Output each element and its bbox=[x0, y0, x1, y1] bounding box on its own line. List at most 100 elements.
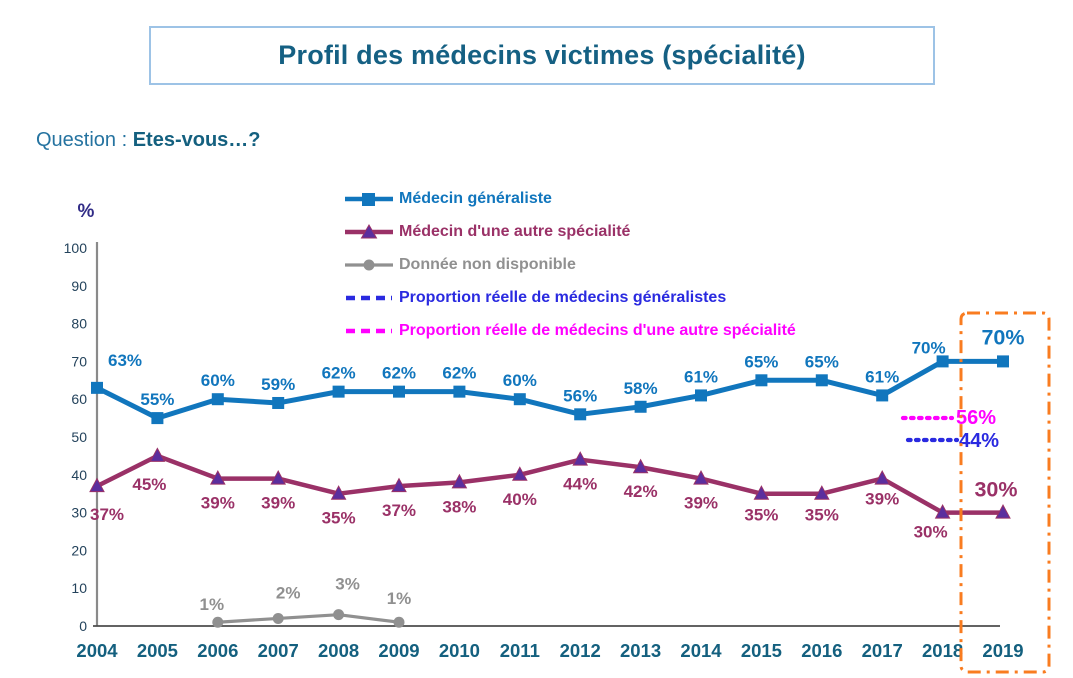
square-marker bbox=[393, 385, 405, 398]
x-tick-label: 2011 bbox=[500, 640, 540, 661]
data-label: 58% bbox=[624, 379, 658, 398]
title-box: Profil des médecins victimes (spécialité… bbox=[149, 26, 935, 85]
legend-item-label: Proportion réelle de médecins généralist… bbox=[399, 288, 727, 306]
square-marker bbox=[574, 408, 587, 421]
legend-sample-shape bbox=[363, 259, 375, 270]
square-marker bbox=[91, 381, 103, 394]
triangle-marker bbox=[995, 504, 1011, 519]
x-tick-label: 2014 bbox=[680, 640, 722, 661]
y-tick-label: 30 bbox=[71, 505, 87, 521]
legend-sample-shape bbox=[362, 192, 375, 206]
x-tick-label: 2004 bbox=[76, 640, 118, 661]
data-label: 1% bbox=[200, 595, 225, 614]
triangle-marker bbox=[391, 477, 407, 493]
triangle-marker bbox=[572, 451, 589, 466]
data-label: 40% bbox=[503, 490, 537, 509]
circle-marker bbox=[212, 616, 224, 628]
square-marker bbox=[876, 389, 889, 402]
legend-item: Proportion réelle de médecins d'une autr… bbox=[345, 314, 796, 347]
data-label: 44% bbox=[563, 475, 597, 494]
data-label: 35% bbox=[322, 509, 356, 528]
highlight-box-2019 bbox=[959, 311, 1051, 674]
triangle-marker bbox=[693, 470, 709, 485]
question-line: Question : Etes-vous…? bbox=[36, 129, 261, 152]
legend-item-label: Proportion réelle de médecins d'une autr… bbox=[399, 321, 796, 339]
data-label: 56% bbox=[563, 386, 597, 405]
legend-item: Donnée non disponible bbox=[345, 248, 796, 281]
data-label: 45% bbox=[132, 475, 166, 494]
data-label: 2% bbox=[276, 583, 301, 602]
data-label: 1% bbox=[387, 589, 412, 608]
x-tick-label: 2012 bbox=[560, 640, 601, 661]
legend-sample-shape bbox=[360, 223, 378, 238]
data-label: 63% bbox=[108, 351, 142, 370]
triangle-marker bbox=[934, 504, 951, 519]
reference-line-label: 44% bbox=[959, 430, 999, 452]
triangle-marker bbox=[209, 470, 226, 485]
x-tick-label: 2015 bbox=[741, 640, 782, 661]
legend-item-label: Médecin d'une autre spécialité bbox=[399, 222, 631, 240]
y-axis-unit-label: % bbox=[78, 201, 95, 222]
legend-item: Médecin d'une autre spécialité bbox=[345, 215, 796, 248]
data-label: 39% bbox=[865, 490, 899, 509]
square-marker bbox=[272, 396, 285, 409]
data-label: 55% bbox=[140, 390, 174, 409]
data-label: 30% bbox=[974, 478, 1017, 502]
data-label: 60% bbox=[201, 371, 235, 390]
x-tick-label: 2018 bbox=[922, 640, 963, 661]
data-label: 65% bbox=[744, 352, 778, 371]
triangle-marker bbox=[753, 485, 770, 500]
y-tick-label: 0 bbox=[79, 618, 87, 634]
series-line-1 bbox=[95, 453, 1003, 515]
triangle-marker bbox=[813, 485, 830, 500]
chart-legend: Médecin généraliste Médecin d'une autre s… bbox=[345, 182, 796, 347]
reference-line-label: 56% bbox=[956, 407, 996, 429]
x-tick-label: 2009 bbox=[378, 640, 419, 661]
page-title: Profil des médecins victimes (spécialité… bbox=[278, 40, 806, 70]
data-label: 37% bbox=[382, 501, 416, 520]
square-marker bbox=[332, 385, 345, 398]
dashes-icon bbox=[346, 295, 392, 300]
data-label: 62% bbox=[322, 364, 356, 383]
dashes-icon bbox=[346, 328, 392, 333]
y-tick-label: 60 bbox=[71, 391, 87, 407]
triangle-marker bbox=[874, 470, 891, 485]
y-tick-label: 70 bbox=[71, 353, 87, 369]
triangle-marker bbox=[632, 458, 649, 474]
data-label: 37% bbox=[90, 505, 124, 524]
square-marker bbox=[211, 393, 224, 406]
square-marker bbox=[755, 374, 768, 387]
triangle-marker bbox=[511, 466, 528, 481]
square-marker bbox=[453, 385, 466, 398]
question-text: Etes-vous…? bbox=[132, 129, 261, 151]
data-label: 3% bbox=[335, 575, 360, 594]
x-tick-label: 2006 bbox=[197, 640, 238, 661]
y-tick-label: 50 bbox=[71, 429, 87, 445]
x-tick-label: 2005 bbox=[137, 640, 178, 661]
triangle-marker bbox=[270, 470, 287, 485]
square-marker bbox=[513, 393, 526, 406]
circle-marker bbox=[393, 616, 405, 628]
y-tick-label: 90 bbox=[71, 278, 87, 294]
data-label: 60% bbox=[503, 371, 537, 390]
question-prefix: Question : bbox=[36, 129, 133, 151]
data-label: 38% bbox=[442, 497, 476, 516]
data-label: 70% bbox=[981, 325, 1024, 349]
data-label: 39% bbox=[684, 494, 718, 513]
series-line-2 bbox=[217, 613, 400, 624]
data-label: 62% bbox=[382, 364, 416, 383]
circle-marker bbox=[333, 609, 345, 621]
legend-item-label: Médecin généraliste bbox=[399, 189, 552, 207]
data-label: 65% bbox=[805, 352, 839, 371]
square-marker bbox=[695, 389, 707, 402]
legend-item: Médecin généraliste bbox=[345, 182, 796, 215]
square-marker bbox=[815, 374, 828, 387]
y-tick-label: 40 bbox=[71, 467, 87, 483]
data-label: 30% bbox=[914, 523, 948, 542]
y-tick-label: 80 bbox=[71, 316, 87, 332]
y-tick-label: 20 bbox=[71, 542, 87, 558]
data-label: 59% bbox=[261, 375, 295, 394]
x-tick-label: 2017 bbox=[862, 640, 903, 661]
